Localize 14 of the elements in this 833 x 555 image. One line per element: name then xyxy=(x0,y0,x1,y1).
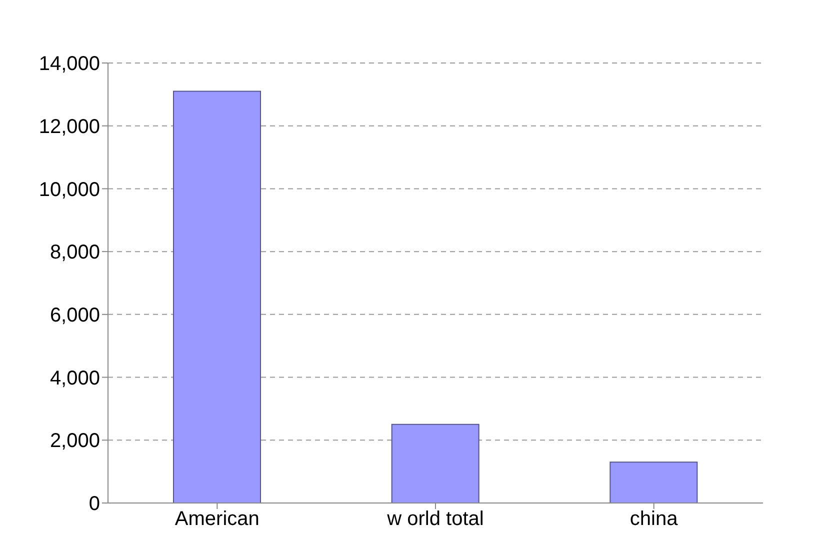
x-tick-label: American xyxy=(174,508,260,530)
y-tick-label: 4,000 xyxy=(50,367,100,390)
y-tick-label: 2,000 xyxy=(50,430,100,452)
y-tick-label: 0 xyxy=(88,493,100,516)
y-tick-label: 8,000 xyxy=(50,242,100,264)
y-tick-label: 14,000 xyxy=(38,53,100,76)
x-tick-label: w orld total xyxy=(386,508,484,530)
bar xyxy=(391,424,480,503)
bar xyxy=(173,90,261,503)
y-tick-label: 12,000 xyxy=(38,116,100,138)
y-tick-label: 10,000 xyxy=(38,178,100,201)
y-tick-label: 6,000 xyxy=(50,304,100,327)
bar xyxy=(610,462,698,503)
x-tick-label: china xyxy=(630,508,679,530)
